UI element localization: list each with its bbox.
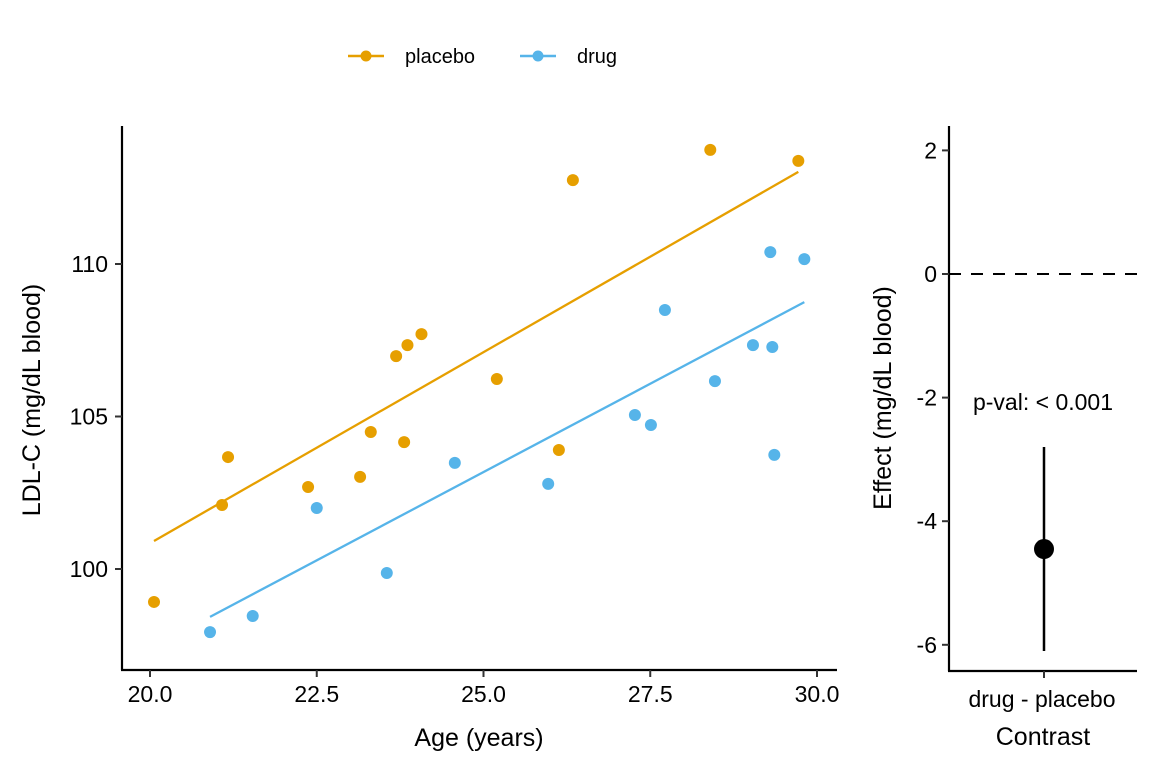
y-tick-label: 105	[70, 404, 108, 430]
point-drug	[764, 246, 777, 259]
contrast-y-tick-label: -4	[917, 508, 938, 534]
point-drug	[766, 340, 779, 353]
point-drug	[708, 375, 721, 388]
data-points	[148, 143, 811, 639]
fit-line-placebo	[153, 170, 799, 542]
x-tick-label: 20.0	[128, 681, 173, 707]
point-placebo	[401, 339, 414, 352]
contrast-panel: 2 0 -2 -4 -6 p-val: < 0.001 drug - placebo C…	[869, 126, 1137, 751]
point-placebo	[222, 451, 235, 464]
x-tick-label: 27.5	[628, 681, 673, 707]
contrast-x-tick-label: drug - placebo	[968, 686, 1115, 712]
point-placebo	[216, 498, 229, 511]
main-y-axis-title: LDL-C (mg/dL blood)	[18, 284, 46, 517]
main-x-ticks: 20.0 22.5 25.0 27.5 30.0	[128, 670, 840, 707]
contrast-y-tick-label: 0	[924, 261, 937, 287]
point-drug	[658, 304, 671, 317]
p-value-annotation: p-val: < 0.001	[973, 389, 1113, 415]
legend-key-point-drug	[532, 50, 544, 62]
legend-item-placebo: placebo	[348, 46, 475, 68]
legend-key-point-placebo	[360, 50, 372, 62]
effect-estimate-point	[1034, 539, 1054, 560]
fit-lines	[153, 170, 805, 618]
x-tick-label: 25.0	[461, 681, 506, 707]
x-tick-label: 30.0	[795, 681, 840, 707]
point-placebo	[148, 595, 161, 608]
fit-line-drug	[209, 301, 805, 618]
legend-label-placebo: placebo	[405, 46, 475, 68]
legend-label-drug: drug	[577, 46, 617, 68]
legend-item-drug: drug	[520, 46, 617, 68]
point-drug	[628, 408, 641, 421]
main-y-ticks: 100 105 110	[70, 251, 122, 582]
point-drug	[542, 477, 555, 490]
point-drug	[380, 566, 393, 579]
point-placebo	[398, 436, 411, 449]
point-drug	[204, 626, 217, 639]
point-placebo	[490, 372, 503, 385]
y-tick-label: 100	[70, 556, 108, 582]
point-placebo	[704, 143, 717, 156]
contrast-y-ticks: 2 0 -2 -4 -6	[917, 137, 949, 658]
contrast-y-tick-label: -2	[917, 385, 937, 411]
point-placebo	[364, 426, 377, 439]
y-tick-label: 110	[71, 251, 108, 277]
point-drug	[310, 502, 323, 514]
point-drug	[768, 448, 781, 461]
point-placebo	[415, 328, 428, 341]
point-placebo	[302, 480, 315, 493]
point-drug	[798, 253, 811, 266]
point-placebo	[354, 470, 367, 483]
point-placebo	[390, 350, 403, 363]
legend: placebo drug	[348, 46, 617, 68]
contrast-y-tick-label: -6	[917, 632, 937, 658]
point-placebo	[792, 154, 805, 167]
contrast-y-tick-label: 2	[924, 137, 937, 163]
main-x-axis-title: Age (years)	[414, 724, 543, 752]
point-placebo	[552, 444, 565, 457]
point-drug	[746, 339, 759, 352]
contrast-y-axis-title: Effect (mg/dL blood)	[869, 286, 897, 510]
contrast-x-axis-title: Contrast	[996, 723, 1091, 751]
main-panel: 20.0 22.5 25.0 27.5 30.0 100 105 110 Age (year…	[18, 126, 839, 752]
point-drug	[644, 419, 657, 432]
x-tick-label: 22.5	[294, 681, 339, 707]
point-drug	[448, 456, 461, 469]
point-drug	[246, 609, 259, 622]
point-placebo	[566, 174, 579, 187]
